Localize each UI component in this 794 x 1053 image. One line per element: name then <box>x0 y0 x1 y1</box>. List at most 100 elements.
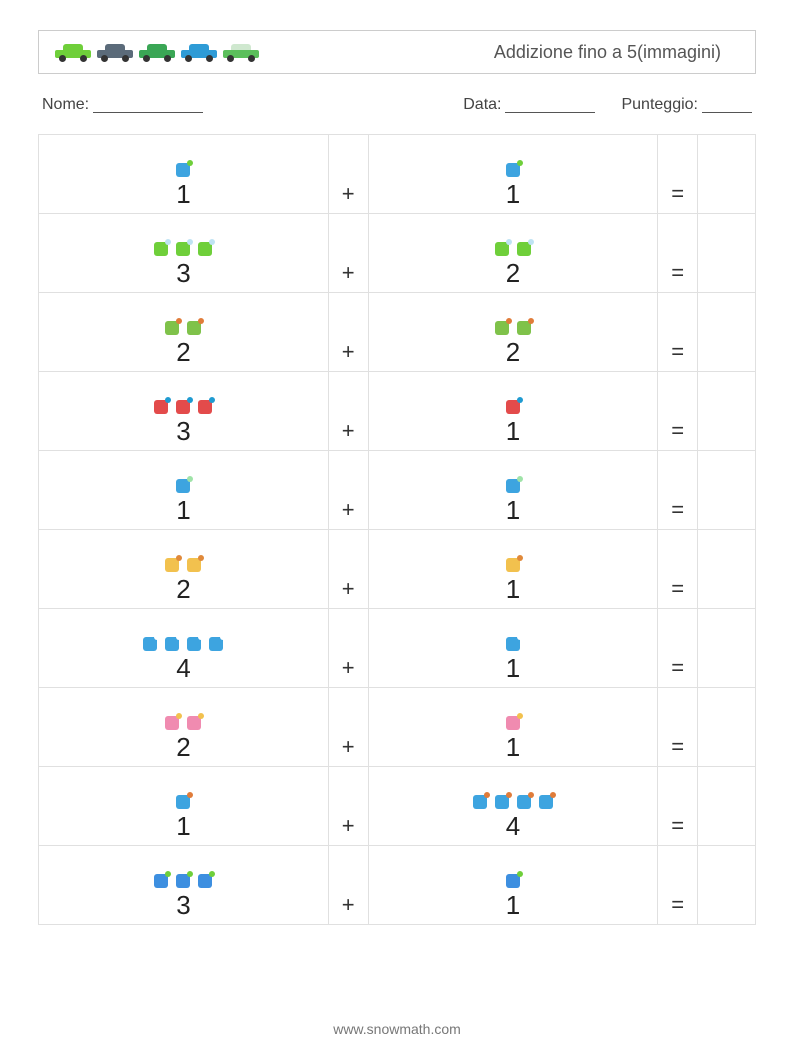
left-number: 1 <box>176 813 190 839</box>
tractor-icon <box>174 872 192 890</box>
answer-blank[interactable] <box>698 372 756 451</box>
equals: = <box>658 293 698 372</box>
date-blank[interactable] <box>505 96 595 113</box>
worksheet-table: 1+1=3+2=2+2=3+1=1+1=2+1=4+1=2+1=1+4=3+1= <box>38 134 756 925</box>
right-number: 1 <box>506 734 520 760</box>
header-bar: Addizione fino a 5(immagini) <box>38 30 756 74</box>
left-operand: 4 <box>39 609 329 688</box>
equals: = <box>658 135 698 214</box>
left-operand: 1 <box>39 767 329 846</box>
island-icon <box>515 319 533 337</box>
lamp-icon <box>174 240 192 258</box>
operator: + <box>328 293 368 372</box>
envelope-icon <box>504 398 522 416</box>
name-blank[interactable] <box>93 96 203 113</box>
score-blank[interactable] <box>702 96 752 113</box>
right-operand: 1 <box>368 372 658 451</box>
answer-blank[interactable] <box>698 135 756 214</box>
left-number: 4 <box>176 655 190 681</box>
equals: = <box>658 609 698 688</box>
right-operand: 1 <box>368 451 658 530</box>
car-icon <box>179 42 219 62</box>
right-operand: 1 <box>368 135 658 214</box>
answer-blank[interactable] <box>698 530 756 609</box>
left-operand: 1 <box>39 135 329 214</box>
medal-icon <box>163 556 181 574</box>
problem-row: 3+2= <box>39 214 756 293</box>
magnify-icon <box>515 793 533 811</box>
left-number: 2 <box>176 576 190 602</box>
left-operand: 2 <box>39 293 329 372</box>
problem-row: 1+1= <box>39 135 756 214</box>
left-operand: 2 <box>39 530 329 609</box>
right-number: 1 <box>506 181 520 207</box>
problem-row: 3+1= <box>39 372 756 451</box>
equals: = <box>658 530 698 609</box>
magnify-icon <box>493 793 511 811</box>
left-operand: 3 <box>39 372 329 451</box>
problem-row: 2 +1 = <box>39 530 756 609</box>
left-number: 2 <box>176 339 190 365</box>
left-operand: 1 <box>39 451 329 530</box>
equals: = <box>658 846 698 925</box>
balls-icon <box>185 714 203 732</box>
right-number: 1 <box>506 576 520 602</box>
equals: = <box>658 688 698 767</box>
left-operand: 3 <box>39 846 329 925</box>
car-icon <box>137 42 177 62</box>
answer-blank[interactable] <box>698 846 756 925</box>
answer-blank[interactable] <box>698 451 756 530</box>
left-number: 2 <box>176 734 190 760</box>
problem-row: 4+1= <box>39 609 756 688</box>
fountain-icon <box>174 477 192 495</box>
name-label: Nome: <box>42 96 89 114</box>
footer-url: www.snowmath.com <box>0 1021 794 1037</box>
tv-icon <box>163 635 181 653</box>
car-icon <box>221 42 261 62</box>
tv-icon <box>185 635 203 653</box>
right-operand: 2 <box>368 293 658 372</box>
operator: + <box>328 530 368 609</box>
tractor-icon <box>504 872 522 890</box>
tractor-icon <box>152 872 170 890</box>
envelope-icon <box>174 398 192 416</box>
lamp-icon <box>515 240 533 258</box>
balls-icon <box>504 714 522 732</box>
date-label: Data: <box>463 96 501 114</box>
problem-row: 1+4= <box>39 767 756 846</box>
right-number: 1 <box>506 497 520 523</box>
left-operand: 2 <box>39 688 329 767</box>
right-operand: 2 <box>368 214 658 293</box>
lamp-icon <box>152 240 170 258</box>
left-operand: 3 <box>39 214 329 293</box>
answer-blank[interactable] <box>698 293 756 372</box>
left-number: 3 <box>176 260 190 286</box>
answer-blank[interactable] <box>698 767 756 846</box>
score-label: Punteggio: <box>621 96 698 114</box>
problem-row: 2+1= <box>39 688 756 767</box>
right-operand: 1 <box>368 609 658 688</box>
right-number: 1 <box>506 892 520 918</box>
info-row: Nome: Data: Punteggio: <box>42 96 752 114</box>
medal-icon <box>185 556 203 574</box>
island-icon <box>163 319 181 337</box>
right-number: 4 <box>506 813 520 839</box>
tv-icon <box>141 635 159 653</box>
left-number: 1 <box>176 497 190 523</box>
right-number: 2 <box>506 260 520 286</box>
building-icon <box>174 161 192 179</box>
right-operand: 4 <box>368 767 658 846</box>
island-icon <box>185 319 203 337</box>
answer-blank[interactable] <box>698 214 756 293</box>
car-icon <box>53 42 93 62</box>
answer-blank[interactable] <box>698 609 756 688</box>
operator: + <box>328 451 368 530</box>
tv-icon <box>207 635 225 653</box>
left-number: 1 <box>176 181 190 207</box>
operator: + <box>328 372 368 451</box>
right-operand: 1 <box>368 688 658 767</box>
tractor-icon <box>196 872 214 890</box>
problem-row: 2+2= <box>39 293 756 372</box>
answer-blank[interactable] <box>698 688 756 767</box>
left-number: 3 <box>176 418 190 444</box>
